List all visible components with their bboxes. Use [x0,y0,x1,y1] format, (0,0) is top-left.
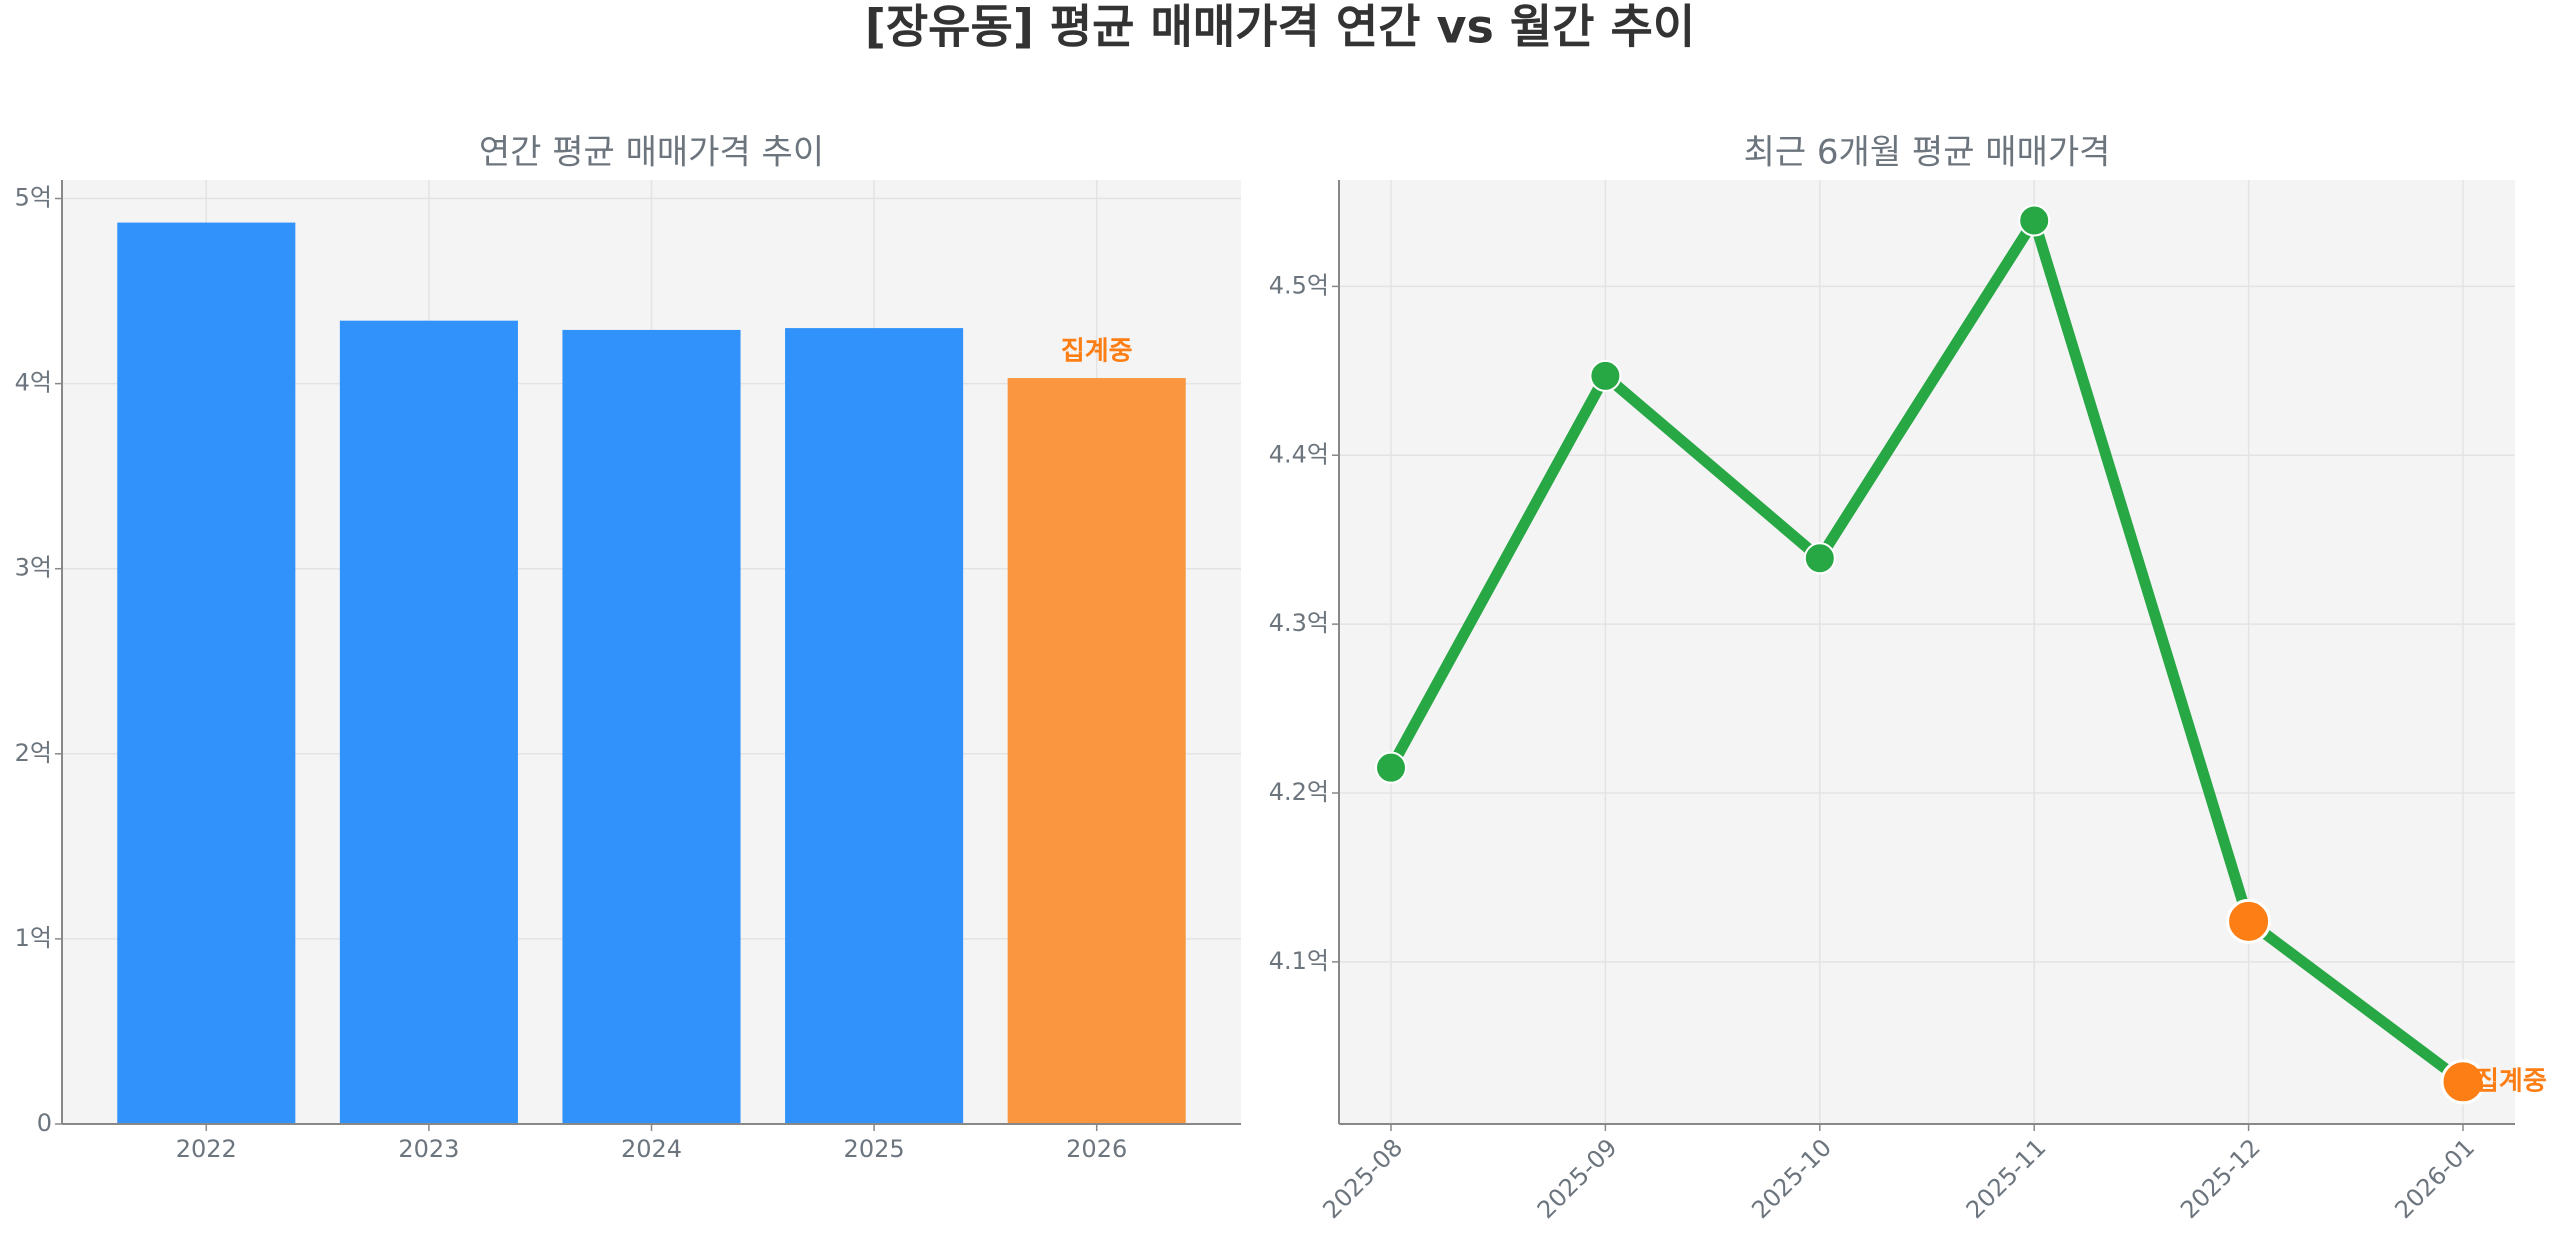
y-tick-label: 2억 [15,739,52,767]
plot-background [1339,180,2515,1124]
y-tick-label: 0 [37,1109,52,1137]
y-tick-label: 1억 [15,924,52,952]
x-tick-label: 2023 [398,1135,459,1163]
x-tick-label: 2026-01 [2389,1133,2480,1224]
y-tick-label: 4.1억 [1269,947,1329,975]
x-tick-label: 2024 [621,1135,682,1163]
marker [1803,542,1836,575]
chart-title: 연간 평균 매매가격 추이 [479,133,824,173]
marker [2018,204,2051,237]
x-tick-label: 2025-09 [1532,1133,1623,1224]
y-tick-label: 4.4억 [1269,440,1329,468]
y-tick-label: 3억 [15,554,52,582]
bar [785,328,964,1124]
y-tick-label: 5억 [15,184,52,212]
y-tick-label: 4.5억 [1269,271,1329,299]
x-tick-label: 2025-12 [2175,1133,2266,1224]
x-tick-label: 2025 [844,1135,905,1163]
chart-title: 최근 6개월 평균 매매가격 [1744,133,2111,173]
annotation: 집계중 [1061,337,1133,367]
y-tick-label: 4억 [15,369,52,397]
bar [117,222,296,1124]
figure-title: [장유동] 평균 매매가격 연간 vs 월간 추이 [865,0,1695,54]
line [1386,215,2467,1087]
y-tick-label: 4.2억 [1269,778,1329,806]
x-tick-label: 2025-10 [1746,1133,1837,1224]
bar [562,329,741,1124]
marker [2440,1059,2486,1105]
x-tick-label: 2025-08 [1317,1133,1408,1224]
marker [2226,898,2272,944]
x-tick-label: 2022 [176,1135,237,1163]
x-tick-label: 2026 [1066,1135,1127,1163]
y-tick-label: 4.3억 [1269,609,1329,637]
marker [1375,751,1407,784]
x-tick-label: 2025-11 [1961,1133,2052,1224]
annotation: 집계중 [2475,1066,2547,1096]
bar [339,320,518,1124]
marker [1589,359,1622,392]
bar [1007,378,1186,1124]
